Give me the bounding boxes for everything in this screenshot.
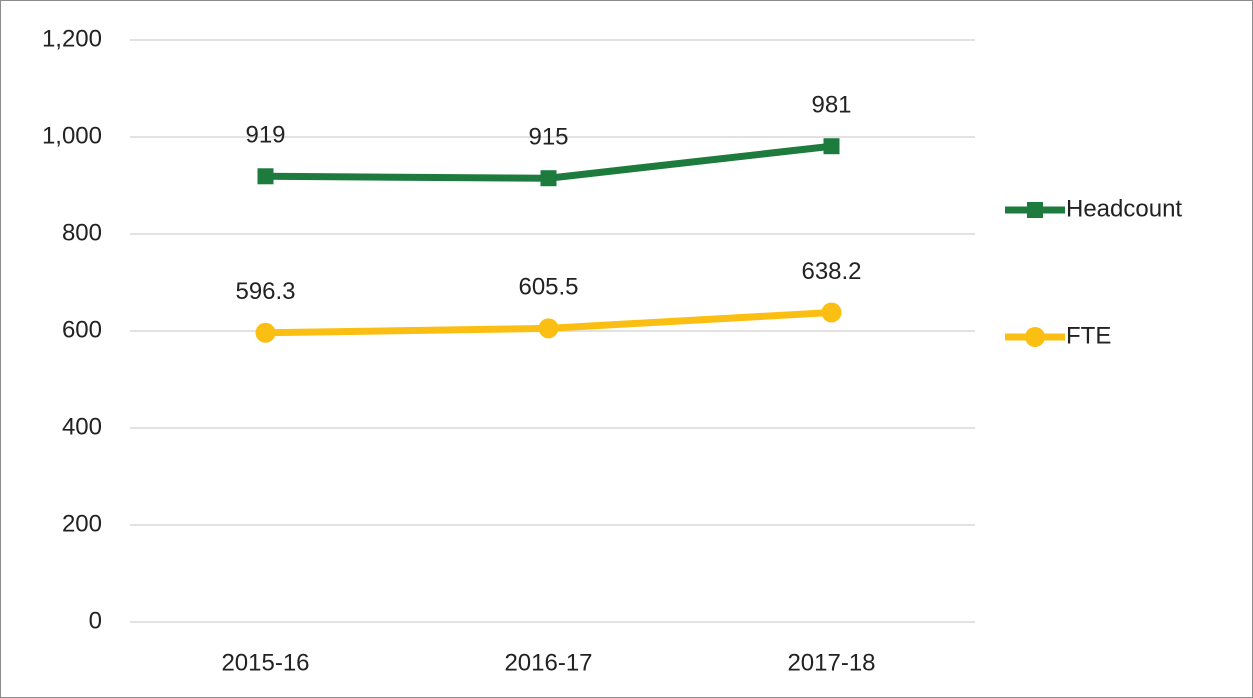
data-point xyxy=(255,322,276,343)
data-point xyxy=(821,302,842,323)
x-tick-label: 2017-18 xyxy=(787,649,875,676)
y-tick-label: 800 xyxy=(62,219,102,246)
legend-label: FTE xyxy=(1066,322,1111,349)
legend-marker xyxy=(1027,202,1043,218)
y-tick-label: 200 xyxy=(62,510,102,537)
y-tick-label: 600 xyxy=(62,316,102,343)
data-label: 605.5 xyxy=(518,274,578,301)
y-tick-label: 400 xyxy=(62,413,102,440)
y-tick-label: 1,200 xyxy=(42,25,102,52)
data-label: 981 xyxy=(811,92,851,119)
data-point xyxy=(257,168,274,185)
legend-label: Headcount xyxy=(1066,195,1182,222)
y-tick-label: 0 xyxy=(89,607,102,634)
data-label: 915 xyxy=(528,124,568,151)
x-tick-label: 2015-16 xyxy=(221,649,309,676)
data-point xyxy=(538,318,559,339)
legend-marker xyxy=(1025,327,1045,347)
data-label: 638.2 xyxy=(801,258,861,285)
data-label: 919 xyxy=(245,122,285,149)
data-label: 596.3 xyxy=(235,278,295,305)
x-tick-label: 2016-17 xyxy=(504,649,592,676)
data-point xyxy=(540,170,557,187)
y-tick-label: 1,000 xyxy=(42,122,102,149)
data-point xyxy=(823,138,840,155)
